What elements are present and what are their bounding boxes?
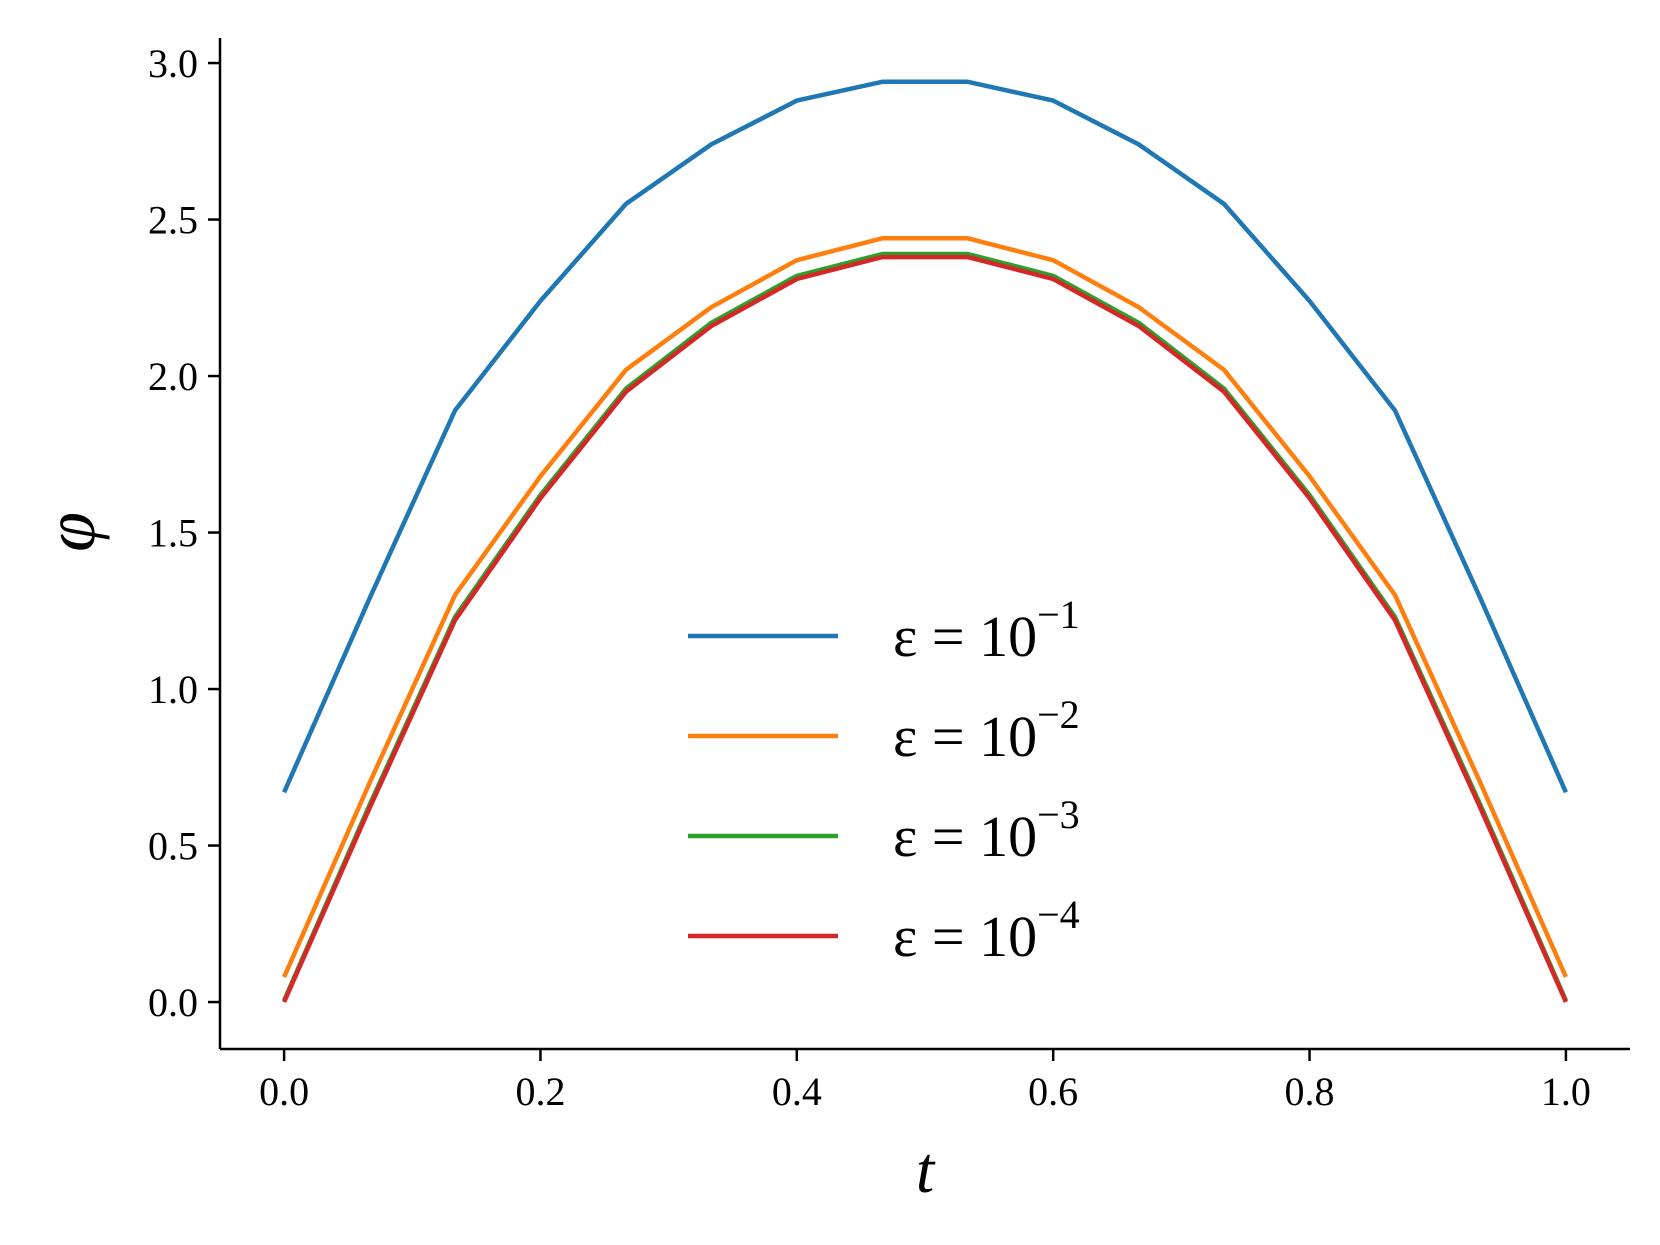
- series-layer: [282, 79, 1568, 1003]
- legend-label-3: ε = 10−3: [893, 792, 1080, 869]
- series-line-2: [282, 236, 1568, 978]
- legend: ε = 10−1 ε = 10−2 ε = 10−3 ε = 10−4: [688, 592, 1080, 969]
- x-axis-label: t: [916, 1134, 936, 1207]
- x-tick-label: 0.0: [259, 1069, 309, 1114]
- series-line-4: [282, 254, 1568, 1003]
- y-tick-label: 1.0: [148, 667, 198, 712]
- legend-label-2: ε = 10−2: [893, 692, 1080, 769]
- y-axis-label: φ: [30, 512, 110, 552]
- x-tick-label: 1.0: [1541, 1069, 1591, 1114]
- x-tick-label: 0.2: [515, 1069, 565, 1114]
- legend-label-1: ε = 10−1: [893, 592, 1080, 669]
- legend-label-4: ε = 10−4: [893, 892, 1080, 969]
- y-tick-label: 2.0: [148, 354, 198, 399]
- x-tick-label: 0.8: [1285, 1069, 1335, 1114]
- x-tick-label: 0.6: [1028, 1069, 1078, 1114]
- axes-layer: [218, 38, 1630, 1051]
- ticks-layer: 0.0 0.2 0.4 0.6 0.8 1.0 0.0 0.5 1.0 1.5 2.0 2.5 3.0: [148, 41, 1591, 1114]
- y-tick-label: 1.5: [148, 511, 198, 556]
- y-tick-label: 0.0: [148, 980, 198, 1025]
- x-tick-label: 0.4: [772, 1069, 822, 1114]
- y-tick-label: 0.5: [148, 824, 198, 869]
- series-line-1: [282, 79, 1568, 794]
- y-tick-label: 2.5: [148, 198, 198, 243]
- y-tick-label: 3.0: [148, 41, 198, 86]
